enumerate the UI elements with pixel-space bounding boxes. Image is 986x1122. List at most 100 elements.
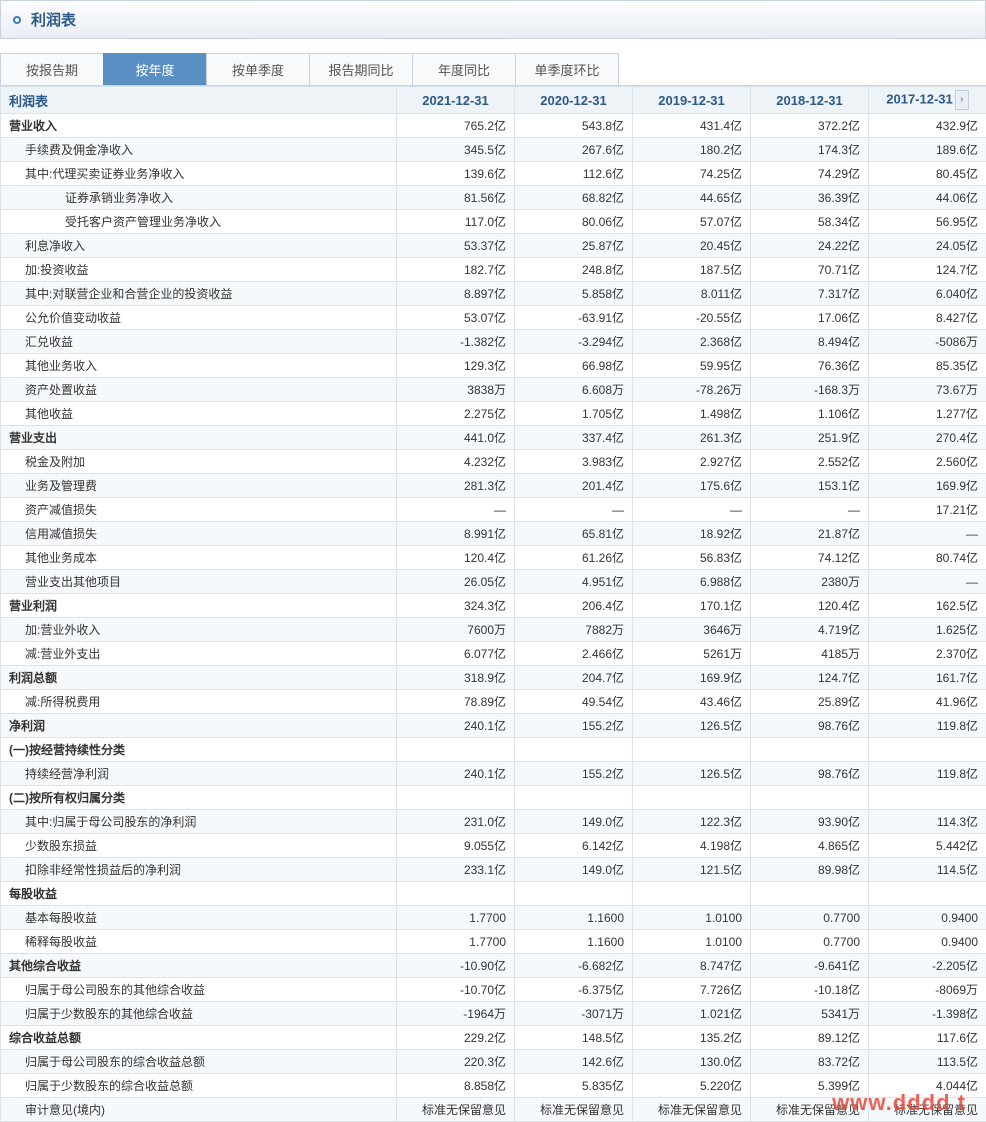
table-row: 归属于少数股东的综合收益总额8.858亿5.835亿5.220亿5.399亿4.… — [1, 1074, 986, 1098]
cell-value: 119.8亿 — [869, 714, 986, 738]
cell-value: 93.90亿 — [751, 810, 869, 834]
cell-value: 68.82亿 — [515, 186, 633, 210]
row-label: 基本每股收益 — [1, 906, 397, 930]
cell-value: — — [751, 498, 869, 522]
row-label: 业务及管理费 — [1, 474, 397, 498]
row-label: 持续经营净利润 — [1, 762, 397, 786]
cell-value: 8.427亿 — [869, 306, 986, 330]
tab-5[interactable]: 单季度环比 — [515, 53, 619, 85]
cell-value: 0.9400 — [869, 906, 986, 930]
cell-value: 1.021亿 — [633, 1002, 751, 1026]
table-row: 汇兑收益-1.382亿-3.294亿2.368亿8.494亿-5086万 — [1, 330, 986, 354]
cell-value: 81.56亿 — [397, 186, 515, 210]
cell-value: 204.7亿 — [515, 666, 633, 690]
scroll-right-icon[interactable]: › — [955, 90, 969, 110]
cell-value: 251.9亿 — [751, 426, 869, 450]
row-label: 稀释每股收益 — [1, 930, 397, 954]
cell-value: 1.1600 — [515, 906, 633, 930]
row-label: 其他综合收益 — [1, 954, 397, 978]
cell-value: 119.8亿 — [869, 762, 986, 786]
cell-value: 324.3亿 — [397, 594, 515, 618]
row-label: 其中:对联营企业和合营企业的投资收益 — [1, 282, 397, 306]
table-row: 营业支出441.0亿337.4亿261.3亿251.9亿270.4亿 — [1, 426, 986, 450]
tab-0[interactable]: 按报告期 — [0, 53, 104, 85]
cell-value: 148.5亿 — [515, 1026, 633, 1050]
cell-value: 267.6亿 — [515, 138, 633, 162]
cell-value: 161.7亿 — [869, 666, 986, 690]
cell-value: 1.0100 — [633, 906, 751, 930]
cell-value: 36.39亿 — [751, 186, 869, 210]
cell-value: 153.1亿 — [751, 474, 869, 498]
cell-value: 2380万 — [751, 570, 869, 594]
cell-value: 270.4亿 — [869, 426, 986, 450]
row-label: 每股收益 — [1, 882, 397, 906]
cell-value: 135.2亿 — [633, 1026, 751, 1050]
table-row: 证券承销业务净收入81.56亿68.82亿44.65亿36.39亿44.06亿 — [1, 186, 986, 210]
table-row: 减:所得税费用78.89亿49.54亿43.46亿25.89亿41.96亿 — [1, 690, 986, 714]
cell-value: 4.951亿 — [515, 570, 633, 594]
cell-value: 1.7700 — [397, 906, 515, 930]
cell-value: 98.76亿 — [751, 714, 869, 738]
cell-value: 2.275亿 — [397, 402, 515, 426]
table-row: 持续经营净利润240.1亿155.2亿126.5亿98.76亿119.8亿 — [1, 762, 986, 786]
cell-value: 1.625亿 — [869, 618, 986, 642]
cell-value: 2.552亿 — [751, 450, 869, 474]
cell-value: 2.368亿 — [633, 330, 751, 354]
cell-value: 9.055亿 — [397, 834, 515, 858]
cell-value: -3.294亿 — [515, 330, 633, 354]
row-label: 汇兑收益 — [1, 330, 397, 354]
cell-value: 6.988亿 — [633, 570, 751, 594]
cell-value: 0.7700 — [751, 906, 869, 930]
cell-value: 89.98亿 — [751, 858, 869, 882]
cell-value: 113.5亿 — [869, 1050, 986, 1074]
row-label: 利息净收入 — [1, 234, 397, 258]
column-header: 2020-12-31 — [515, 87, 633, 114]
cell-value: 5.835亿 — [515, 1074, 633, 1098]
table-row: 其他业务成本120.4亿61.26亿56.83亿74.12亿80.74亿 — [1, 546, 986, 570]
cell-value: 117.0亿 — [397, 210, 515, 234]
cell-value: 233.1亿 — [397, 858, 515, 882]
tab-3[interactable]: 报告期同比 — [309, 53, 413, 85]
cell-value: 174.3亿 — [751, 138, 869, 162]
row-label: 审计意见(境内) — [1, 1098, 397, 1122]
cell-value: 441.0亿 — [397, 426, 515, 450]
cell-value: 8.991亿 — [397, 522, 515, 546]
cell-value: 1.1600 — [515, 930, 633, 954]
cell-value: 6.077亿 — [397, 642, 515, 666]
cell-value: 53.07亿 — [397, 306, 515, 330]
cell-value: 80.45亿 — [869, 162, 986, 186]
cell-value — [869, 738, 986, 762]
cell-value: 372.2亿 — [751, 114, 869, 138]
row-label: 手续费及佣金净收入 — [1, 138, 397, 162]
table-row: 加:营业外收入7600万7882万3646万4.719亿1.625亿 — [1, 618, 986, 642]
tab-4[interactable]: 年度同比 — [412, 53, 516, 85]
cell-value — [869, 786, 986, 810]
tab-1[interactable]: 按年度 — [103, 53, 207, 85]
cell-value: 220.3亿 — [397, 1050, 515, 1074]
row-label: 利润总额 — [1, 666, 397, 690]
cell-value: 2.370亿 — [869, 642, 986, 666]
cell-value: 765.2亿 — [397, 114, 515, 138]
cell-value — [633, 786, 751, 810]
cell-value: 4.232亿 — [397, 450, 515, 474]
cell-value: 8.897亿 — [397, 282, 515, 306]
cell-value: 126.5亿 — [633, 762, 751, 786]
table-row: 利润总额318.9亿204.7亿169.9亿124.7亿161.7亿 — [1, 666, 986, 690]
cell-value: 73.67万 — [869, 378, 986, 402]
cell-value: 124.7亿 — [751, 666, 869, 690]
cell-value: 121.5亿 — [633, 858, 751, 882]
cell-value: 65.81亿 — [515, 522, 633, 546]
table-body: 营业收入765.2亿543.8亿431.4亿372.2亿432.9亿手续费及佣金… — [1, 114, 986, 1122]
tab-2[interactable]: 按单季度 — [206, 53, 310, 85]
cell-value: 543.8亿 — [515, 114, 633, 138]
cell-value: -2.205亿 — [869, 954, 986, 978]
cell-value: 4.198亿 — [633, 834, 751, 858]
cell-value: 53.37亿 — [397, 234, 515, 258]
cell-value: — — [397, 498, 515, 522]
table-row: 其他综合收益-10.90亿-6.682亿8.747亿-9.641亿-2.205亿 — [1, 954, 986, 978]
cell-value: 120.4亿 — [397, 546, 515, 570]
row-label: 营业收入 — [1, 114, 397, 138]
cell-value: 7600万 — [397, 618, 515, 642]
cell-value: 17.21亿 — [869, 498, 986, 522]
cell-value: 18.92亿 — [633, 522, 751, 546]
